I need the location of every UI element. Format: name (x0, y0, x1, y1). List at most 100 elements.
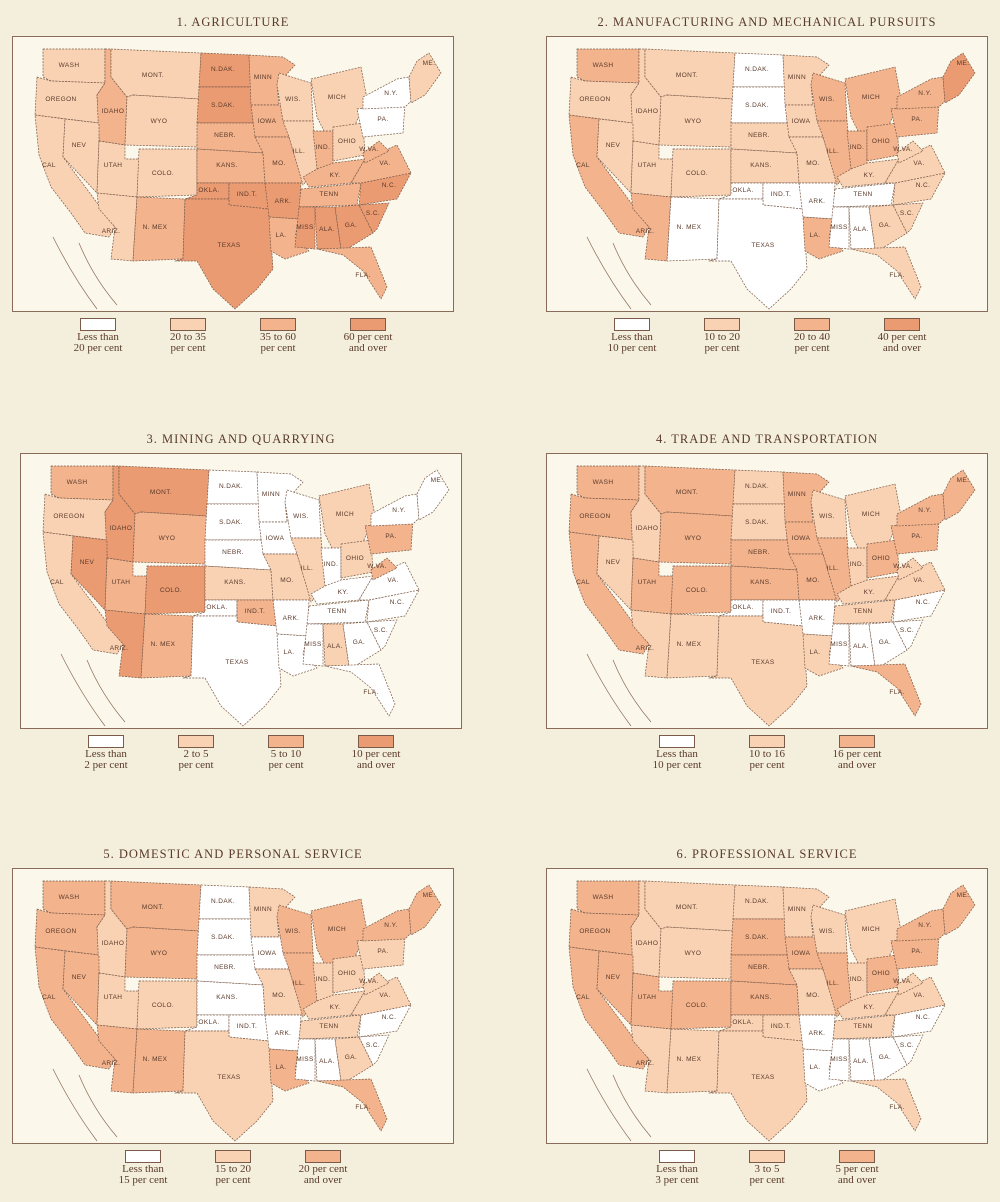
coastline (52, 1068, 118, 1142)
state-label: WYO (685, 118, 702, 125)
state-region (942, 52, 976, 104)
state-region (868, 621, 908, 667)
state-region (708, 1030, 808, 1142)
state-region (282, 120, 318, 186)
state-label: KANS. (216, 162, 238, 169)
state-region (184, 1014, 230, 1032)
legend-item: 5 to 10 per cent (247, 735, 325, 787)
state-region (362, 140, 390, 164)
state-label: NEBR. (214, 132, 236, 139)
state-label: S.DAK. (745, 934, 769, 941)
state-label: WASH (593, 62, 614, 69)
state-label: NEBR. (748, 132, 770, 139)
state-label: MISS (830, 224, 848, 231)
state-label: WIS. (293, 513, 309, 520)
state-label: ME. (431, 477, 444, 484)
state-label: MONT. (142, 72, 164, 79)
state-label: VA. (913, 992, 924, 999)
state-region (658, 926, 734, 980)
state-region (568, 908, 640, 956)
state-label: KY. (864, 1004, 875, 1011)
legend-item: 60 per cent and over (329, 318, 407, 370)
legend-swatch (839, 735, 875, 748)
map-title: 2. MANUFACTURING AND MECHANICAL PURSUITS (597, 15, 937, 29)
state-region (708, 615, 808, 727)
state-region (630, 465, 662, 563)
state-region (630, 880, 662, 978)
state-region (630, 557, 674, 615)
state-label: N.DAK. (211, 898, 235, 905)
state-label: CAL (576, 162, 590, 169)
state-label: LA. (810, 649, 821, 656)
state-region (942, 469, 976, 521)
state-label: MINN (254, 74, 272, 81)
state-label: IOWA (258, 950, 277, 957)
state-label: IOWA (792, 950, 811, 957)
state-region (104, 557, 148, 615)
state-label: KY. (330, 172, 341, 179)
state-region (34, 76, 106, 124)
state-label: OHIO (338, 138, 356, 145)
state-region (850, 663, 922, 717)
state-label: MO. (272, 160, 285, 167)
state-label: N.DAK. (745, 898, 769, 905)
map-title: 5. DOMESTIC AND PERSONAL SERVICE (103, 847, 363, 861)
state-label: NEBR. (222, 549, 244, 556)
state-label: N. MEX (677, 1056, 702, 1063)
state-label: IND.T. (245, 608, 265, 615)
state-label: MINN (788, 74, 806, 81)
state-label: S.C. (366, 1042, 380, 1049)
state-label: S.DAK. (211, 934, 235, 941)
state-label: IND.T. (237, 191, 257, 198)
state-region (630, 140, 674, 198)
state-label: MISS (830, 1056, 848, 1063)
state-label: WIS. (819, 96, 835, 103)
state-label: WASH (593, 479, 614, 486)
state-label: COLO. (686, 587, 708, 594)
state-label: W.VA. (893, 563, 913, 570)
state-label: FLA. (889, 1104, 904, 1111)
state-label: LA. (810, 1064, 821, 1071)
state-region (832, 182, 896, 208)
state-label: MINN (788, 491, 806, 498)
state-label: N.C. (390, 599, 405, 606)
legend-label: 3 to 5 per cent (749, 1163, 785, 1186)
state-label: N.Y. (384, 90, 397, 97)
state-label: N.DAK. (211, 66, 235, 73)
state-label: NEV (80, 559, 95, 566)
legend-swatch (305, 1150, 341, 1163)
state-label: N.C. (382, 1014, 397, 1021)
map-title: 3. MINING AND QUARRYING (146, 432, 336, 446)
state-region (832, 599, 896, 625)
state-label: ALA. (853, 226, 869, 233)
state-label: MISS (296, 1056, 314, 1063)
state-label: FLA. (889, 272, 904, 279)
state-label: IOWA (792, 535, 811, 542)
legend-item: 2 to 5 per cent (157, 735, 235, 787)
state-region (96, 972, 140, 1030)
state-label: ALA. (853, 1058, 869, 1065)
state-label: PA. (377, 116, 388, 123)
state-label: ARIZ. (102, 228, 121, 235)
state-label: FLA. (889, 689, 904, 696)
state-label: IDAHO (110, 525, 133, 532)
state-region (666, 1028, 720, 1094)
state-label: NEBR. (748, 549, 770, 556)
map-title: 4. TRADE AND TRANSPORTATION (655, 432, 879, 446)
state-label: ILL. (293, 148, 305, 155)
state-label: COLO. (160, 587, 182, 594)
legend-item: 40 per cent and over (863, 318, 941, 370)
state-label: ME. (423, 60, 436, 67)
state-label: MISS (830, 641, 848, 648)
state-label: PA. (377, 948, 388, 955)
state-region (568, 493, 640, 541)
state-region (718, 1014, 764, 1032)
state-label: MO. (806, 577, 819, 584)
state-label: GA. (879, 222, 891, 229)
legend-swatch (88, 735, 124, 748)
state-label: NEBR. (748, 964, 770, 971)
state-label: TENN (327, 608, 346, 615)
legend-label: 20 per cent and over (298, 1163, 348, 1186)
state-label: IND. (316, 144, 331, 151)
legend-swatch (794, 318, 830, 331)
